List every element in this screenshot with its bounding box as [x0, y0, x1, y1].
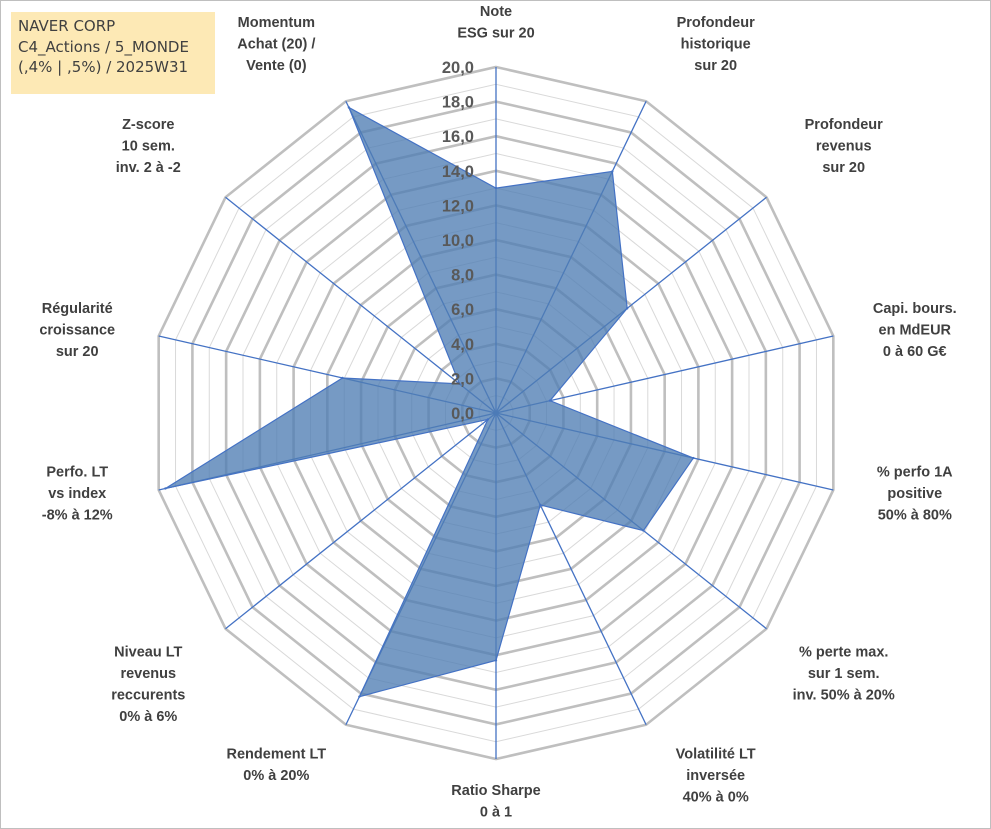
axis-label-line: 0 à 60 G€: [883, 344, 947, 360]
tick-label: 8,0: [451, 267, 474, 285]
axis-label-line: Capi. bours.: [873, 301, 957, 317]
axis-label-line: Régularité: [42, 301, 113, 317]
tick-label: 4,0: [451, 336, 474, 354]
portfolio-category: C4_Actions / 5_MONDE: [18, 37, 189, 56]
series-point: [164, 487, 167, 490]
axis-label: % perfo 1A positive 50% à 80%: [877, 465, 953, 524]
axis-label-line: Volatilité LT: [676, 747, 756, 763]
axis-label-line: revenus: [816, 139, 872, 155]
axis-label: Niveau LT revenus reccurents 0% à 6%: [111, 644, 185, 725]
axis-label-line: sur 1 sem.: [808, 666, 880, 682]
series-point: [458, 382, 461, 386]
tick-label: 2,0: [451, 370, 474, 388]
series-point: [486, 418, 490, 421]
axis-label: Z-score 10 sem. inv. 2 à -2: [116, 117, 181, 176]
tick-label: 10,0: [442, 232, 474, 250]
axis-label-line: sur 20: [56, 344, 99, 360]
axis-label-line: reccurents: [111, 687, 185, 703]
axis-label-line: 0% à 6%: [119, 709, 177, 725]
axis-label-line: historique: [681, 36, 751, 52]
stock-title-box: NAVER CORP C4_Actions / 5_MONDE (,4% | ,…: [11, 12, 215, 94]
tick-label: 0,0: [451, 405, 474, 423]
axis-label-line: positive: [887, 486, 942, 502]
axis-label-line: 0 à 1: [480, 805, 512, 821]
axis-label-line: Profondeur: [805, 117, 883, 133]
axis-label-line: Rendement LT: [227, 747, 327, 763]
series-point: [494, 659, 498, 662]
axis-label-line: vs index: [48, 486, 106, 502]
radial-tick-labels: 0,0 2,0 4,0 6,0 8,0 10,0 12,0 14,0 16,0 18,0 20,0: [442, 59, 474, 423]
series-point: [539, 503, 542, 507]
series-point: [642, 529, 645, 532]
axis-label-line: Perfo. LT: [46, 465, 108, 481]
axis-label: Rendement LT 0% à 20%: [227, 747, 327, 785]
axis-label-line: inv. 2 à -2: [116, 160, 181, 176]
axis-label: Momentum Achat (20) / Vente (0): [237, 15, 315, 74]
axis-label-line: Ratio Sharpe: [451, 783, 540, 799]
axis-label-line: Note: [480, 4, 512, 20]
axis-label-line: sur 20: [694, 58, 737, 74]
axis-label-line: Niveau LT: [114, 644, 182, 660]
axis-label-line: 10 sem.: [122, 139, 175, 155]
tick-label: 18,0: [442, 94, 474, 112]
axis-label-line: 50% à 80%: [878, 508, 952, 524]
radar-series: [164, 106, 695, 698]
axis-spoke: [225, 412, 497, 630]
tick-label: 16,0: [442, 128, 474, 146]
axis-label-line: Momentum: [238, 15, 315, 31]
series-point: [548, 399, 552, 402]
axis-label-line: Z-score: [122, 117, 174, 133]
tick-label: 6,0: [451, 301, 474, 319]
company-name: NAVER CORP: [18, 17, 116, 35]
tick-label: 20,0: [442, 59, 474, 77]
series-point: [611, 170, 614, 173]
axis-label-line: 0% à 20%: [243, 768, 309, 784]
axis-label: Profondeur revenus sur 20: [805, 117, 883, 176]
axis-label-line: Vente (0): [246, 58, 307, 74]
axis-label-line: % perfo 1A: [877, 465, 953, 481]
axis-label: Ratio Sharpe 0 à 1: [451, 783, 540, 821]
axis-spoke: [495, 335, 834, 414]
tick-label: 12,0: [442, 197, 474, 215]
axis-label: Note ESG sur 20: [457, 4, 534, 42]
axis-label: % perte max. sur 1 sem. inv. 50% à 20%: [793, 644, 895, 703]
axis-label: Volatilité LT inversée 40% à 0%: [676, 747, 756, 806]
tick-label: 14,0: [442, 163, 474, 181]
axis-label: Profondeur historique sur 20: [677, 15, 755, 74]
axis-label-line: revenus: [120, 666, 176, 682]
series-point: [625, 307, 629, 310]
axis-spoke: [225, 196, 497, 414]
axis-label-line: inversée: [686, 768, 745, 784]
axis-label-line: croissance: [39, 322, 115, 338]
series-point: [494, 186, 498, 190]
axis-label: Perfo. LT vs index -8% à 12%: [42, 465, 113, 524]
axis-label-line: Profondeur: [677, 15, 755, 31]
axis-label-line: Achat (20) /: [237, 36, 315, 52]
axis-label-line: -8% à 12%: [42, 508, 113, 524]
axis-label: Capi. bours. en MdEUR 0 à 60 G€: [873, 301, 957, 360]
axis-labels: Note ESG sur 20 Profondeur historique sur 20…: [39, 4, 956, 821]
axis-label-line: sur 20: [822, 160, 865, 176]
weight-and-week: (,4% | ,5%) / 2025W31: [18, 58, 189, 76]
series-point: [358, 695, 361, 698]
series-point: [347, 106, 351, 109]
axis-label-line: en MdEUR: [879, 322, 952, 338]
axis-label-line: inv. 50% à 20%: [793, 687, 895, 703]
series-point: [692, 456, 695, 460]
axis-label-line: % perte max.: [799, 644, 888, 660]
series-point: [341, 376, 344, 380]
axis-label-line: ESG sur 20: [457, 26, 534, 42]
axis-label: Régularité croissance sur 20: [39, 301, 115, 360]
axis-label-line: 40% à 0%: [683, 790, 749, 806]
